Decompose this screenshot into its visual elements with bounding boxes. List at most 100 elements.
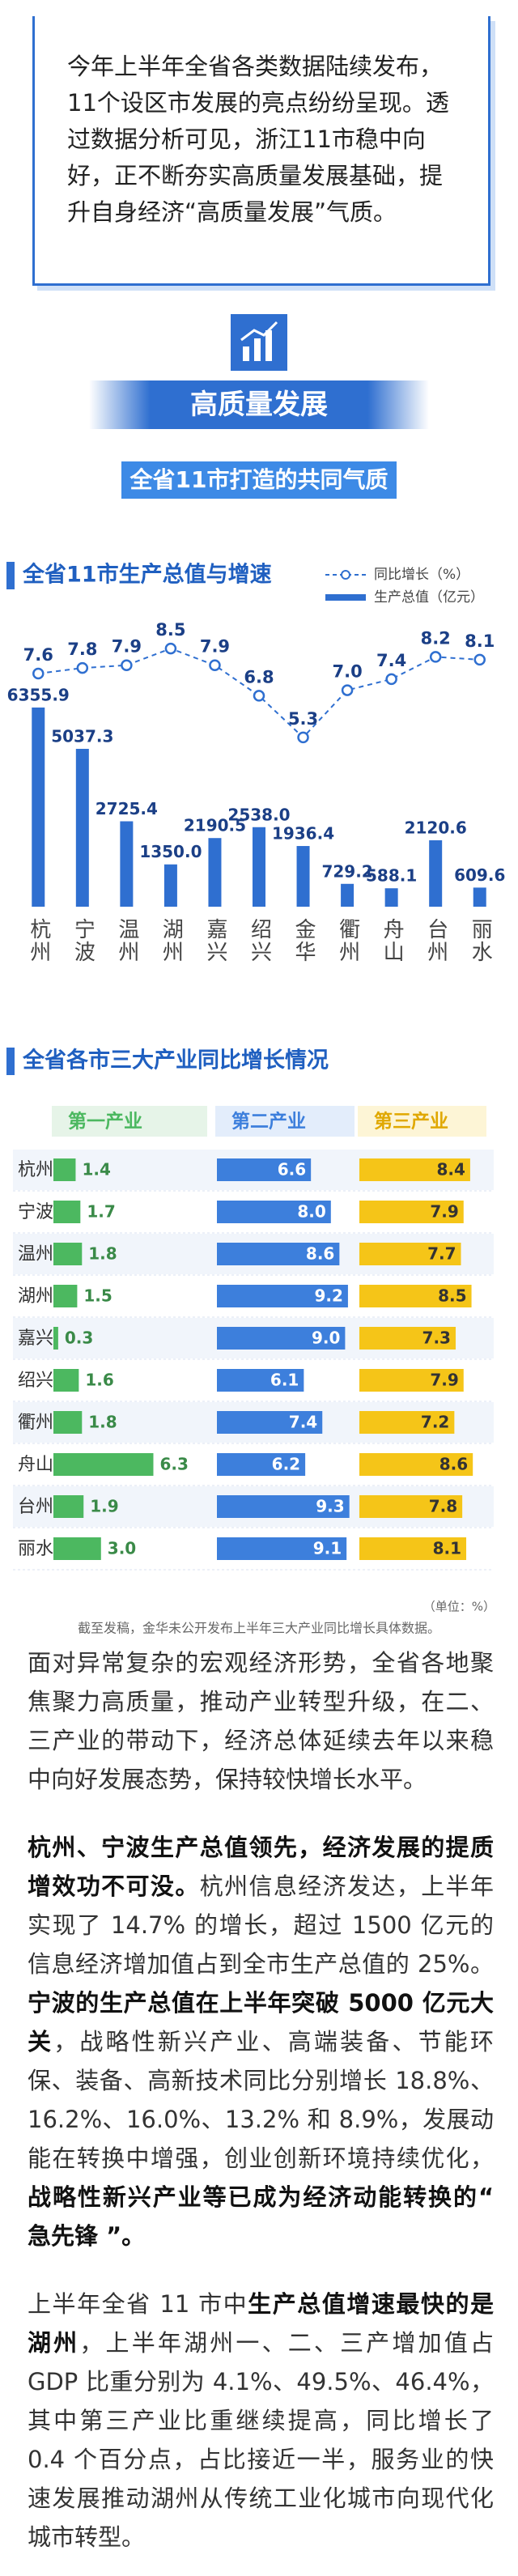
header-cell bbox=[215, 1106, 355, 1137]
bar bbox=[53, 1285, 78, 1307]
bar bbox=[53, 1243, 83, 1265]
bar-label: 6.1 bbox=[270, 1371, 299, 1390]
x-tick-label: 衢州 bbox=[336, 918, 360, 963]
bar-label: 1.9 bbox=[90, 1497, 118, 1516]
bar bbox=[296, 846, 310, 907]
bold-run: 生产总值增速最快的是湖州 bbox=[28, 2290, 494, 2357]
header-cell bbox=[52, 1106, 207, 1137]
growth-label: 8.1 bbox=[465, 631, 495, 651]
bar-label: 7.7 bbox=[427, 1244, 456, 1264]
row-label: 嘉兴 bbox=[18, 1328, 53, 1349]
legend-label: 同比增长（%） bbox=[374, 567, 469, 583]
growth-label: 7.6 bbox=[23, 645, 53, 665]
bar-label: 2120.6 bbox=[405, 818, 467, 837]
row-label: 温州 bbox=[18, 1244, 53, 1265]
bar bbox=[53, 1327, 58, 1350]
row-label: 台州 bbox=[18, 1497, 53, 1517]
bar bbox=[53, 1201, 81, 1223]
bar-label: 609.6 bbox=[454, 865, 505, 885]
icon-bar bbox=[265, 330, 272, 361]
row-label: 衢州 bbox=[18, 1413, 53, 1433]
bar bbox=[217, 1327, 346, 1350]
x-tick-label: 金华 bbox=[291, 918, 316, 963]
bar bbox=[384, 888, 398, 907]
growth-dot bbox=[341, 684, 354, 696]
bar bbox=[217, 1201, 331, 1223]
icon-line bbox=[240, 321, 278, 342]
text-run: ，战略性新兴产业、高端装备、节能环保、装备、高新技术同比分别增长 18.8%、1… bbox=[28, 2028, 494, 2172]
bar bbox=[359, 1285, 472, 1307]
header-cell bbox=[358, 1106, 486, 1137]
bar bbox=[359, 1158, 470, 1181]
paragraph: 杭州、宁波生产总值领先，经济发展的提质增效功不可没。杭州信息经济发达，上半年实现… bbox=[28, 1828, 494, 2255]
bar bbox=[473, 887, 486, 907]
bar bbox=[359, 1495, 463, 1518]
bar-label: 588.1 bbox=[366, 866, 417, 886]
bar-label: 6355.9 bbox=[7, 685, 70, 704]
text-run: 上半年全省 11 市中 bbox=[28, 2290, 248, 2318]
bar bbox=[359, 1201, 464, 1223]
growth-label: 7.8 bbox=[67, 640, 97, 659]
bar bbox=[75, 749, 89, 907]
growth-dot bbox=[297, 731, 309, 744]
paragraph: 上半年全省 11 市中生产总值增速最快的是湖州，上半年湖州一、二、三产增加值占 … bbox=[28, 2285, 494, 2557]
bar-label: 6.2 bbox=[272, 1455, 300, 1474]
legend-swatch bbox=[325, 594, 366, 601]
bar bbox=[120, 821, 134, 907]
legend-dot bbox=[341, 570, 350, 580]
growth-label: 7.9 bbox=[200, 637, 230, 657]
x-tick-label: 绍兴 bbox=[248, 918, 272, 963]
bar-label: 8.0 bbox=[297, 1202, 325, 1222]
bar-label: 0.3 bbox=[65, 1328, 93, 1348]
bar-label: 2538.0 bbox=[227, 805, 290, 824]
bar-label: 1350.0 bbox=[139, 842, 202, 861]
text-run: ，上半年湖州一、二、三产增加值占 GDP 比重分别为 4.1%、49.5%、46… bbox=[28, 2329, 494, 2551]
growth-dot bbox=[164, 642, 177, 655]
bar-label: 1.8 bbox=[88, 1244, 117, 1264]
bar-label: 5037.3 bbox=[51, 727, 113, 746]
growth-dot bbox=[385, 673, 397, 686]
bar bbox=[359, 1327, 456, 1350]
growth-dot bbox=[76, 661, 89, 674]
growth-label: 7.9 bbox=[112, 637, 142, 657]
bar bbox=[253, 827, 265, 907]
bar-label: 3.0 bbox=[108, 1539, 136, 1558]
unit-note: （单位：%） bbox=[423, 1600, 495, 1614]
chart-title: 全省各市三大产业同比增长情况 bbox=[22, 1048, 329, 1073]
bar bbox=[53, 1453, 154, 1476]
bar-label: 1.8 bbox=[88, 1413, 117, 1432]
title-marker bbox=[6, 1048, 15, 1075]
growth-dot bbox=[209, 659, 221, 671]
bar bbox=[32, 707, 45, 907]
bar-label: 8.1 bbox=[433, 1539, 461, 1558]
bar-label: 9.3 bbox=[316, 1497, 344, 1516]
x-tick-label: 嘉兴 bbox=[203, 918, 227, 963]
text-run: 杭州信息经济发达，上半年实现了 14.7% 的增长，超过 1500 亿元的信息经… bbox=[28, 1872, 494, 1978]
bar bbox=[359, 1537, 467, 1560]
bar bbox=[341, 883, 355, 907]
bar bbox=[53, 1158, 76, 1181]
bar-label: 7.9 bbox=[430, 1371, 458, 1390]
header-label: 第一产业 bbox=[68, 1111, 142, 1133]
growth-dot bbox=[32, 667, 45, 680]
chart-title: 全省11市生产总值与增速 bbox=[22, 562, 272, 588]
bar bbox=[163, 864, 177, 907]
bar-label: 9.1 bbox=[313, 1539, 342, 1558]
growth-line bbox=[38, 648, 480, 739]
bar bbox=[359, 1243, 461, 1265]
row-label: 宁波 bbox=[18, 1202, 53, 1222]
growth-dot bbox=[253, 690, 265, 702]
bar-label: 7.9 bbox=[430, 1202, 458, 1222]
row-label: 绍兴 bbox=[18, 1371, 53, 1391]
bar-label: 6.3 bbox=[159, 1455, 188, 1474]
growth-dot bbox=[121, 659, 133, 671]
bar-label: 7.3 bbox=[422, 1328, 451, 1348]
growth-label: 7.4 bbox=[376, 651, 406, 670]
x-tick-label: 杭州 bbox=[27, 918, 51, 963]
intro-box: 今年上半年全省各类数据陆续发布，11个设区市发展的亮点纷纷呈现。透过数据分析可见… bbox=[32, 16, 490, 286]
bar-label: 1936.4 bbox=[272, 824, 334, 844]
x-tick-label: 温州 bbox=[115, 918, 139, 963]
bar bbox=[53, 1369, 79, 1392]
bar bbox=[53, 1537, 101, 1560]
banner-subtitle: 全省11市打造的共同气质 bbox=[121, 461, 397, 499]
